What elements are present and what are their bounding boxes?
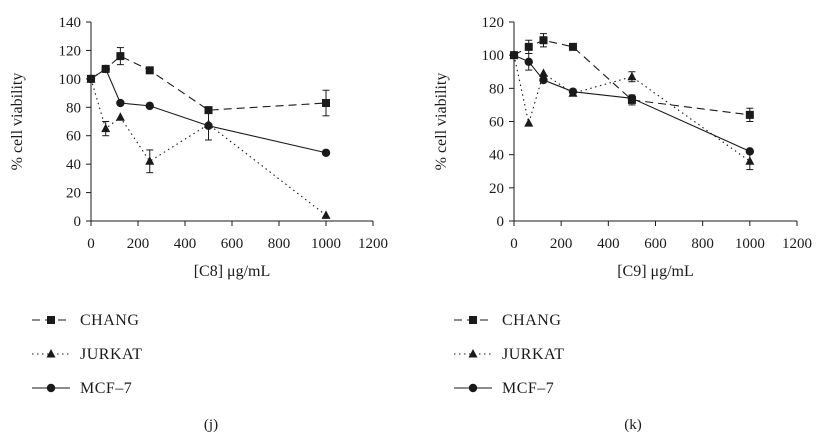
y-tick-label: 40 (489, 148, 504, 164)
data-point-mcf-7 (101, 64, 110, 74)
legend-label: CHANG (80, 312, 139, 329)
y-tick-label: 20 (489, 181, 504, 197)
panel-label: (j) (204, 417, 218, 433)
y-tick-label: 80 (66, 100, 81, 116)
legend-label: CHANG (502, 312, 561, 329)
data-point-mcf-7 (524, 57, 533, 66)
data-point-jurkat (145, 156, 155, 165)
y-tick-label: 120 (482, 15, 505, 31)
data-point-mcf-7 (539, 75, 548, 85)
data-point-chang (745, 110, 754, 119)
panel-label: (k) (624, 417, 642, 433)
series-line-jurkat (513, 55, 751, 162)
x-tick-label: 1000 (311, 236, 341, 252)
series-jurkat (509, 50, 755, 171)
data-point-chang (145, 66, 154, 75)
x-tick-label: 200 (550, 236, 573, 252)
x-tick-label: 200 (127, 236, 150, 252)
chart-panel-j: 0 20 40 60 80 100 120 140 0 200 400 600 800 1000 1200 [… (9, 15, 388, 433)
series-mcf-7 (509, 50, 755, 156)
x-tick-label: 1200 (782, 236, 812, 252)
data-point-chang (539, 36, 548, 45)
y-tick-label: 0 (497, 214, 505, 230)
legend-label: MCF–7 (80, 380, 132, 397)
data-point-chang (116, 52, 125, 61)
x-tick-label: 1200 (358, 236, 388, 252)
data-point-jurkat (115, 112, 125, 121)
y-tick-label: 0 (74, 214, 82, 230)
y-axis-label: % cell viability (9, 73, 26, 171)
data-point-mcf-7 (204, 121, 213, 130)
data-point-chang (322, 99, 330, 108)
legend-label: JURKAT (502, 346, 565, 363)
legend-triangle-marker (468, 349, 478, 358)
series-mcf-7 (86, 64, 331, 157)
data-point-mcf-7 (568, 87, 578, 96)
data-point-mcf-7 (86, 74, 96, 84)
data-point-jurkat (538, 68, 548, 77)
legend-circle-marker (46, 383, 56, 393)
data-point-mcf-7 (627, 94, 637, 103)
legend-label: JURKAT (80, 346, 143, 363)
x-axis-label: [C9] μg/mL (617, 263, 694, 280)
y-axis-label: % cell viability (433, 73, 450, 171)
data-point-jurkat (524, 118, 534, 127)
legend-item-mcf-7: MCF–7 (32, 380, 132, 397)
x-tick-label: 800 (691, 236, 714, 252)
legend-label: MCF–7 (502, 380, 554, 397)
legend-square-marker (47, 316, 55, 324)
y-tick-label: 100 (482, 48, 505, 64)
y-tick-label: 100 (59, 72, 82, 88)
legend-item-chang: CHANG (454, 312, 561, 329)
legend-item-jurkat: JURKAT (32, 346, 143, 363)
y-tick-label: 140 (59, 15, 82, 31)
x-tick-label: 800 (268, 236, 291, 252)
y-tick-label: 80 (489, 81, 504, 97)
data-point-chang (568, 42, 577, 51)
data-point-jurkat (627, 71, 637, 81)
legend-item-mcf-7: MCF–7 (454, 380, 554, 397)
data-point-jurkat (745, 156, 755, 165)
data-point-mcf-7 (321, 148, 331, 157)
y-tick-label: 40 (66, 157, 81, 173)
data-point-jurkat (101, 123, 111, 133)
y-tick-label: 60 (489, 115, 504, 131)
data-point-mcf-7 (745, 147, 755, 156)
legend-triangle-marker (46, 349, 56, 358)
legend-item-chang: CHANG (32, 312, 139, 329)
x-tick-label: 0 (87, 236, 95, 252)
y-tick-label: 20 (66, 186, 81, 202)
x-tick-label: 0 (510, 236, 518, 252)
series-line-jurkat (90, 78, 327, 216)
data-point-mcf-7 (116, 98, 125, 108)
y-tick-label: 120 (59, 43, 82, 59)
x-tick-label: 1000 (735, 236, 765, 252)
data-point-jurkat (321, 210, 331, 219)
legend-circle-marker (468, 383, 478, 393)
data-point-mcf-7 (145, 101, 154, 111)
data-point-mcf-7 (509, 50, 519, 60)
series-jurkat (86, 73, 331, 219)
legend-square-marker (469, 316, 477, 324)
series-line-chang (90, 55, 327, 111)
x-tick-label: 600 (644, 236, 667, 252)
x-tick-label: 400 (174, 236, 197, 252)
x-axis-label: [C8] μg/mL (194, 263, 271, 280)
legend-item-jurkat: JURKAT (454, 346, 565, 363)
data-point-chang (524, 42, 533, 51)
x-tick-label: 600 (221, 236, 244, 252)
y-tick-label: 60 (66, 129, 81, 145)
data-point-chang (204, 106, 213, 115)
x-tick-label: 400 (597, 236, 620, 252)
